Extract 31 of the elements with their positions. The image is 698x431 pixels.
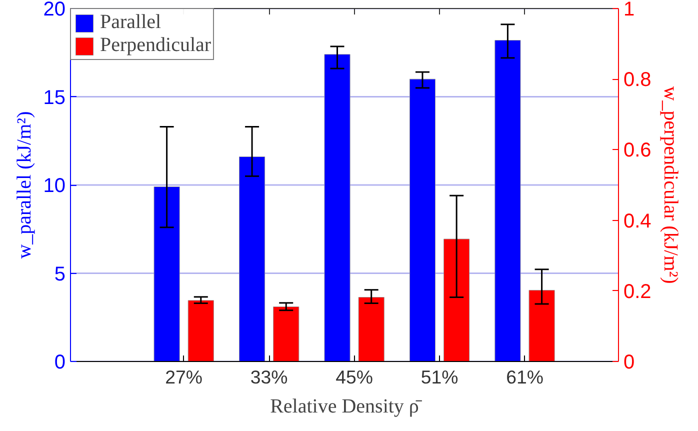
y-axis-title: w_parallel (kJ/m²) — [13, 111, 36, 259]
y-tick-label: 5 — [54, 263, 66, 286]
y2-tick-label: 0.2 — [624, 280, 652, 303]
bar — [494, 40, 521, 362]
x-axis-title: Relative Density ρ̄ — [270, 396, 423, 418]
y-tick-label: 10 — [43, 175, 66, 197]
bar — [188, 300, 214, 362]
bar — [358, 297, 384, 362]
bar — [528, 290, 555, 362]
y2-tick-label: 0 — [624, 352, 635, 374]
bar — [324, 54, 350, 362]
x-tick-label: 61% — [506, 366, 544, 388]
x-tick-label: 27% — [165, 366, 203, 388]
x-tick-label: 45% — [336, 366, 373, 388]
y2-tick-label: 1 — [624, 0, 635, 20]
bar — [273, 306, 300, 362]
legend-label: Perpendicular — [100, 34, 212, 57]
bar — [444, 238, 470, 362]
bar — [409, 78, 436, 362]
bar — [238, 156, 266, 362]
x-tick-label: 51% — [420, 366, 458, 388]
y2-axis-title: w_perpendicular (kJ/m²) — [659, 86, 682, 284]
bar — [154, 186, 180, 362]
y-tick-label: 15 — [43, 86, 66, 109]
y-tick-label: 0 — [54, 352, 66, 374]
y2-tick-label: 0.6 — [624, 140, 652, 162]
legend-label: Parallel — [100, 11, 162, 34]
x-tick-label: 33% — [250, 366, 288, 388]
y2-tick-label: 0.4 — [624, 210, 652, 232]
y2-tick-label: 0.8 — [624, 69, 652, 92]
y-tick-label: 20 — [43, 0, 66, 20]
